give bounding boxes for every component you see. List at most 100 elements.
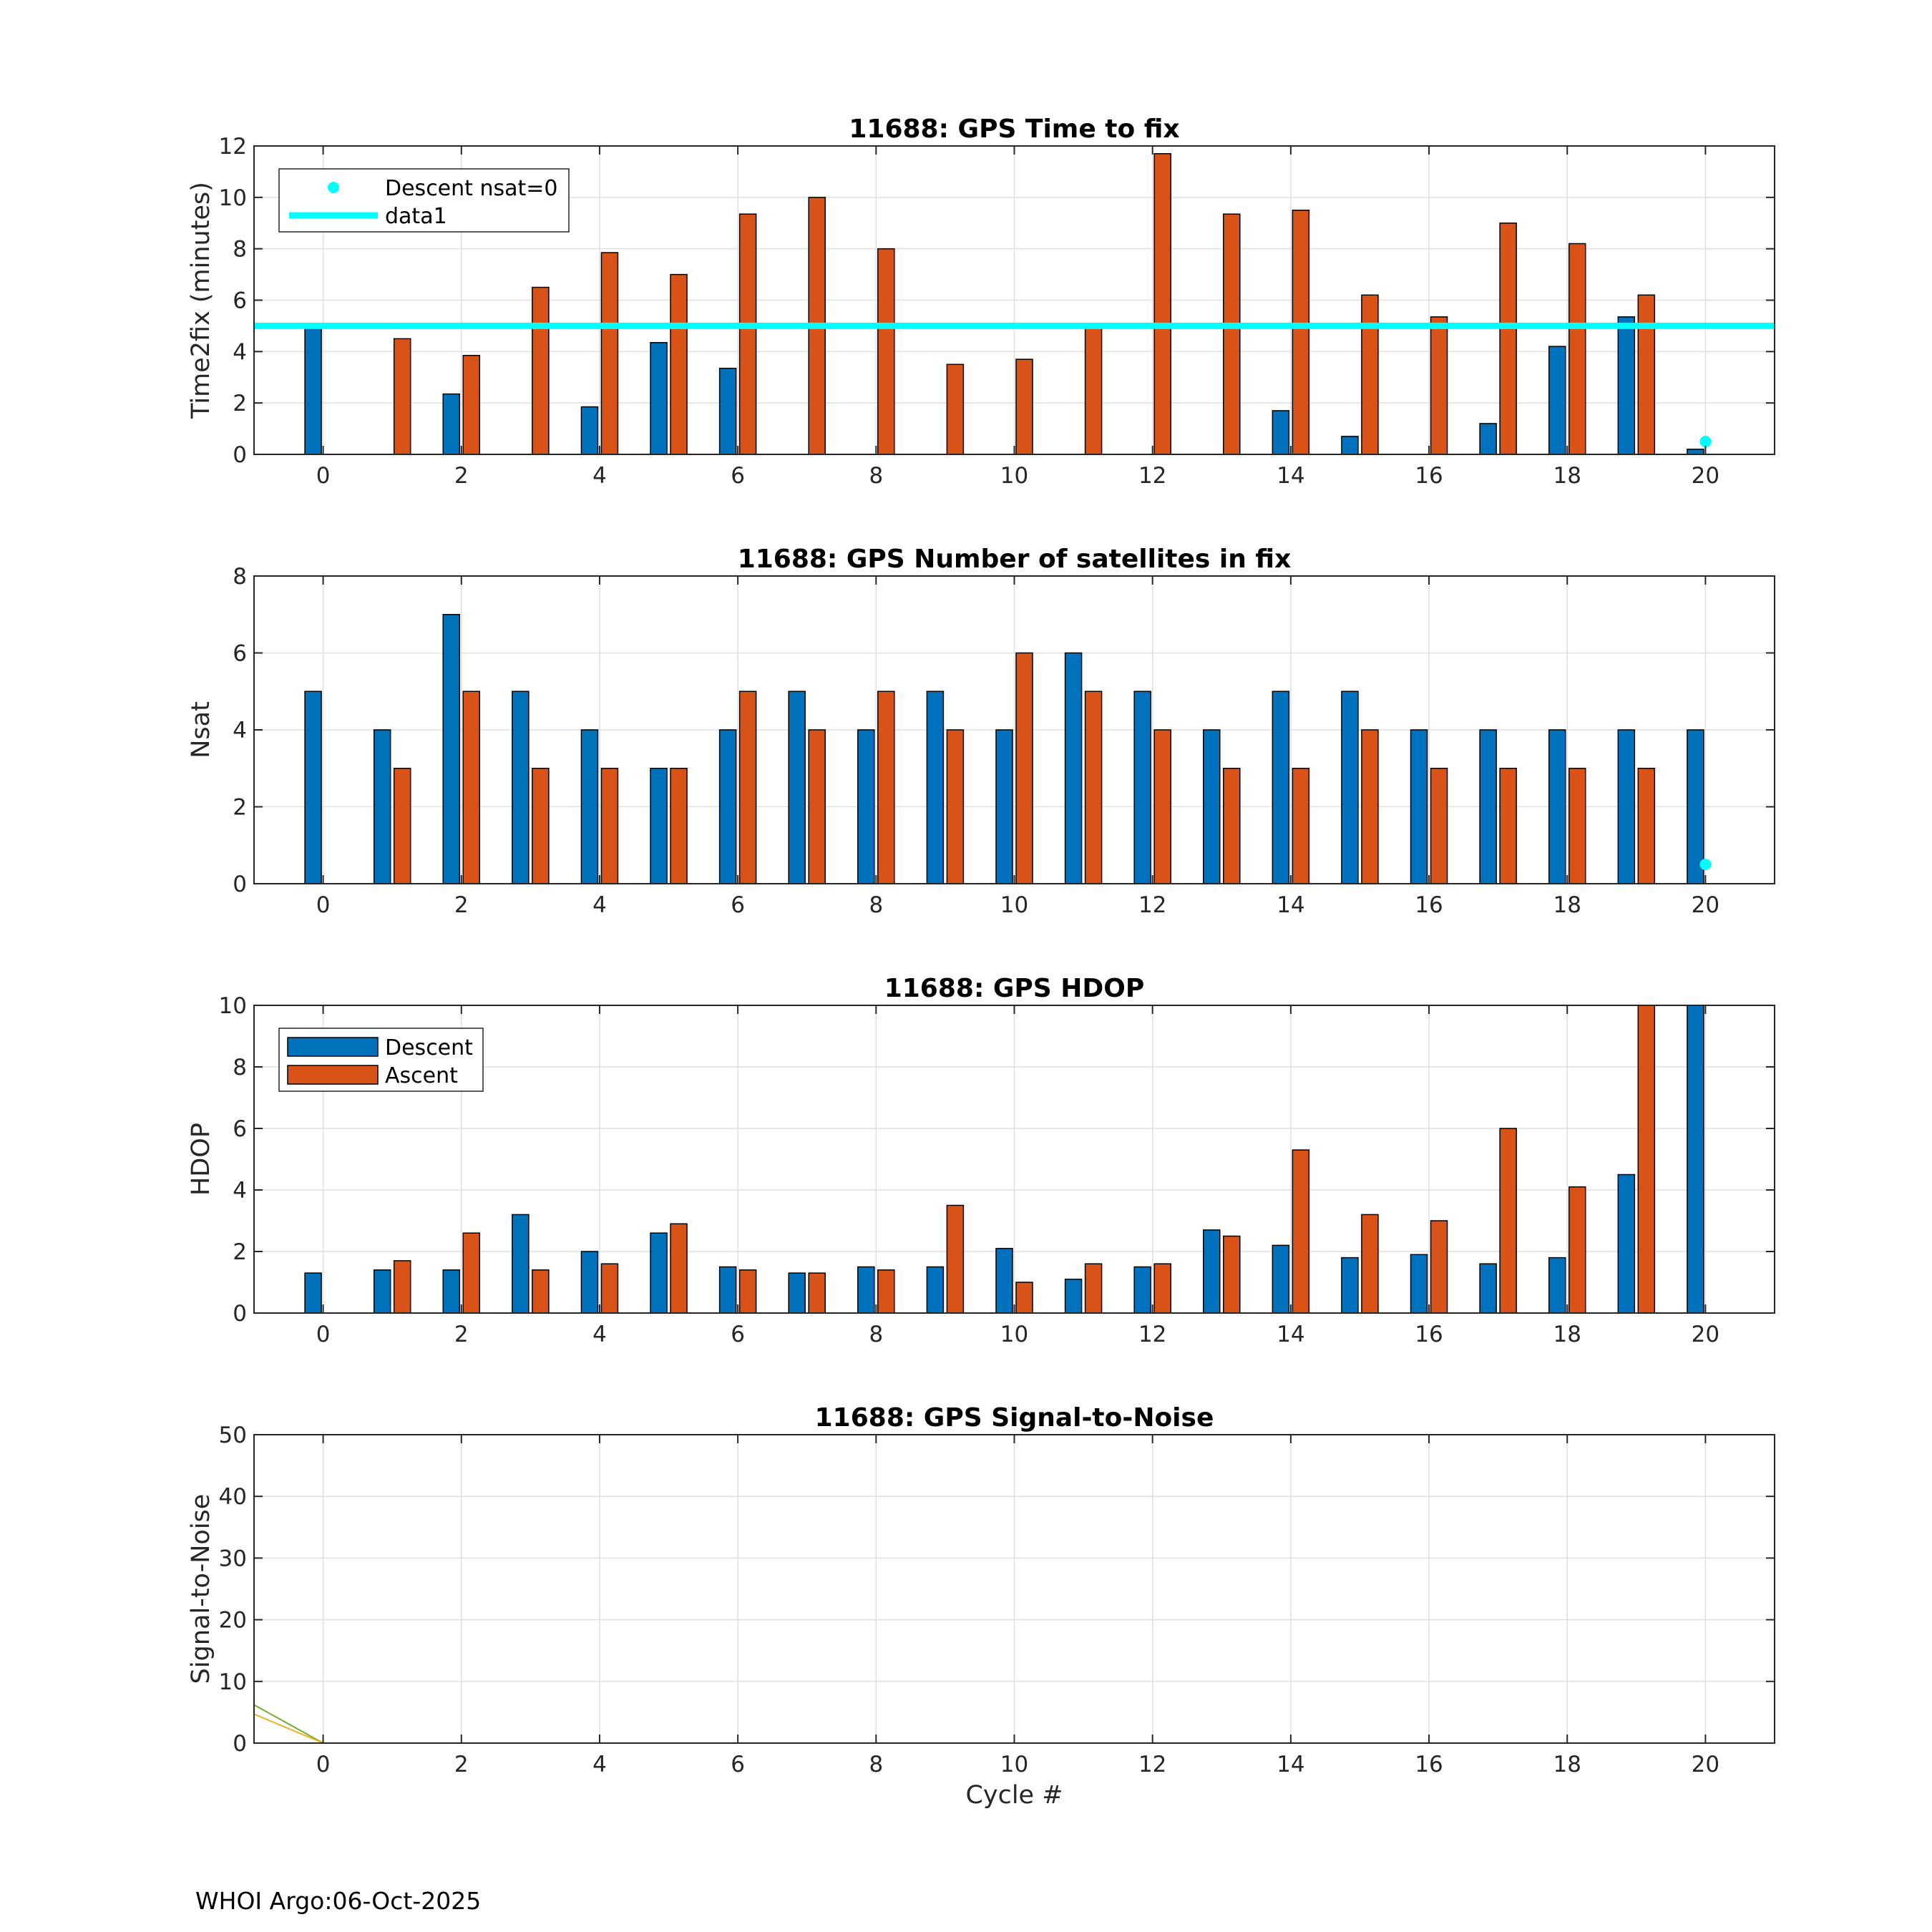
panel-3-bar-ascent-7 xyxy=(808,1272,826,1314)
panel-1-bar-ascent-9 xyxy=(946,364,965,455)
panel-3-bar-descent-5 xyxy=(650,1232,668,1314)
panel-3-xtick-label: 6 xyxy=(731,1322,745,1347)
panel-2-bar-descent-20 xyxy=(1687,729,1704,884)
panel-4-ylabel: Signal-to-Noise xyxy=(187,1494,215,1684)
panel-2-xtick-label: 18 xyxy=(1553,892,1581,918)
panel-2-xtick-label: 12 xyxy=(1138,892,1166,918)
panel-3-bar-descent-12 xyxy=(1133,1266,1151,1314)
panel-4: 0 2 4 6 8 10 12 14 16 18 20 0 10 20 30 40 50 11688: GPS S… xyxy=(187,1403,1775,1810)
panel-1-bar-ascent-10 xyxy=(1015,358,1033,455)
panel-3-ytick-label: 6 xyxy=(233,1116,247,1142)
panel-1-ytick-label: 2 xyxy=(233,391,247,416)
panel-4-xtick-label: 8 xyxy=(869,1752,883,1777)
panel-1-legend-label: Descent nsat=0 xyxy=(385,176,557,201)
panel-3-bar-ascent-9 xyxy=(946,1204,965,1314)
panel-1-bar-descent-5 xyxy=(650,342,668,455)
panel-2-bar-ascent-14 xyxy=(1292,768,1310,884)
panel-4-ytick-label: 10 xyxy=(219,1669,247,1695)
panel-3-bar-descent-14 xyxy=(1272,1244,1290,1314)
panel-3-xtick-label: 0 xyxy=(316,1322,331,1347)
panel-2-bar-descent-8 xyxy=(857,729,875,884)
panel-1-xtick-label: 14 xyxy=(1277,463,1304,489)
panel-4-title: 11688: GPS Signal-to-Noise xyxy=(815,1403,1214,1433)
panel-1-ylabel: Time2fix (minutes) xyxy=(187,182,215,419)
panel-2-bar-descent-2 xyxy=(442,614,461,884)
panel-3-xtick-label: 8 xyxy=(869,1322,883,1347)
panel-3-bar-descent-16 xyxy=(1410,1254,1428,1314)
panel-3-xtick-label: 4 xyxy=(592,1322,607,1347)
panel-2-bar-ascent-11 xyxy=(1084,691,1103,884)
panel-3-bar-ascent-10 xyxy=(1015,1282,1033,1314)
panel-3-ytick-label: 2 xyxy=(233,1239,247,1265)
panel-3-bar-descent-8 xyxy=(857,1266,875,1314)
panel-2-bar-descent-19 xyxy=(1617,729,1636,884)
panel-4-ytick-label: 0 xyxy=(233,1731,247,1757)
panel-3-bar-descent-3 xyxy=(512,1214,530,1314)
panel-1-bar-ascent-13 xyxy=(1223,213,1241,455)
panel-1-xtick-label: 16 xyxy=(1415,463,1443,489)
panel-2-bar-ascent-19 xyxy=(1637,768,1656,884)
panel-2-bar-ascent-16 xyxy=(1430,768,1448,884)
panel-1-bar-ascent-5 xyxy=(670,273,688,455)
panel-1-bar-descent-17 xyxy=(1479,423,1497,455)
panel-1-legend: Descent nsat=0 data1 xyxy=(278,168,570,233)
panel-2: 0 2 4 6 8 10 12 14 16 18 20 0 2 4 6 8 11688: GPS Number … xyxy=(187,545,1775,918)
panel-3-bar-ascent-4 xyxy=(600,1263,619,1314)
panel-1-bar-ascent-19 xyxy=(1637,294,1656,455)
panel-3-bar-descent-1 xyxy=(373,1269,391,1314)
panel-2-bar-descent-0 xyxy=(304,691,322,884)
panel-2-bar-ascent-12 xyxy=(1153,729,1171,884)
panel-2-title: 11688: GPS Number of satellites in fix xyxy=(738,545,1292,574)
panel-3-xtick-label: 10 xyxy=(1000,1322,1028,1347)
panel-2-ytick-label: 2 xyxy=(233,795,247,821)
panel-3-bar-descent-4 xyxy=(580,1251,599,1314)
panel-2-xtick-label: 16 xyxy=(1415,892,1443,918)
panel-2-bar-ascent-4 xyxy=(600,768,619,884)
panel-3-bar-descent-10 xyxy=(995,1247,1013,1314)
panel-2-bar-ascent-10 xyxy=(1015,652,1033,884)
panel-3-xtick-label: 14 xyxy=(1277,1322,1304,1347)
panel-3-legend: Descent Ascent xyxy=(278,1028,484,1092)
panel-3-bar-descent-18 xyxy=(1548,1257,1566,1314)
footer-stamp: WHOI Argo:06-Oct-2025 xyxy=(195,1887,482,1915)
panel-3-bar-ascent-13 xyxy=(1223,1235,1241,1314)
panel-3-ytick-label: 10 xyxy=(219,993,247,1019)
panel-2-bar-descent-12 xyxy=(1133,691,1151,884)
panel-2-xtick-label: 4 xyxy=(592,892,607,918)
panel-1-xtick-label: 2 xyxy=(454,463,469,489)
panel-3-bar-descent-7 xyxy=(788,1272,806,1314)
panel-2-xtick-label: 14 xyxy=(1277,892,1304,918)
panel-3-legend-patch-ascent xyxy=(287,1065,379,1085)
panel-4-xlabel: Cycle # xyxy=(965,1781,1063,1810)
panel-3-bar-ascent-17 xyxy=(1499,1128,1517,1314)
panel-1-bar-descent-20 xyxy=(1687,449,1704,455)
panel-3-bar-descent-15 xyxy=(1341,1257,1359,1314)
panel-3-bar-ascent-14 xyxy=(1292,1149,1310,1314)
panel-1-bar-descent-14 xyxy=(1272,410,1290,455)
panel-1-xtick-label: 20 xyxy=(1692,463,1719,489)
panel-2-xtick-label: 10 xyxy=(1000,892,1028,918)
panel-1-ytick-label: 8 xyxy=(233,237,247,263)
panel-2-bar-ascent-15 xyxy=(1361,729,1379,884)
panel-4-xtick-label: 18 xyxy=(1553,1752,1581,1777)
panel-2-bar-descent-14 xyxy=(1272,691,1290,884)
panel-1-bar-descent-15 xyxy=(1341,436,1359,455)
panel-1-legend-box xyxy=(278,168,570,233)
panel-2-bar-ascent-8 xyxy=(877,691,895,884)
panel-3-bar-ascent-18 xyxy=(1568,1186,1586,1314)
panel-2-xtick-label: 20 xyxy=(1692,892,1719,918)
panel-3-bar-ascent-11 xyxy=(1084,1263,1103,1314)
panel-2-bar-descent-16 xyxy=(1410,729,1428,884)
panel-1-xtick-label: 4 xyxy=(592,463,607,489)
panel-1-ytick-label: 10 xyxy=(219,185,247,211)
panel-4-ytick-label: 40 xyxy=(219,1484,247,1510)
panel-3-xtick-label: 2 xyxy=(454,1322,469,1347)
panel-1-bar-descent-4 xyxy=(580,406,599,455)
panel-2-xtick-label: 2 xyxy=(454,892,469,918)
panel-3: 0 2 4 6 8 10 12 14 16 18 20 0 2 4 6 8 10 11688: GPS HDOP H… xyxy=(187,974,1775,1347)
panel-1-xtick-label: 18 xyxy=(1553,463,1581,489)
panel-3-legend-patch-descent xyxy=(287,1037,379,1057)
panel-3-legend-label: Descent xyxy=(385,1035,473,1060)
panel-3-bar-descent-6 xyxy=(718,1266,737,1314)
panel-2-bar-descent-7 xyxy=(788,691,806,884)
